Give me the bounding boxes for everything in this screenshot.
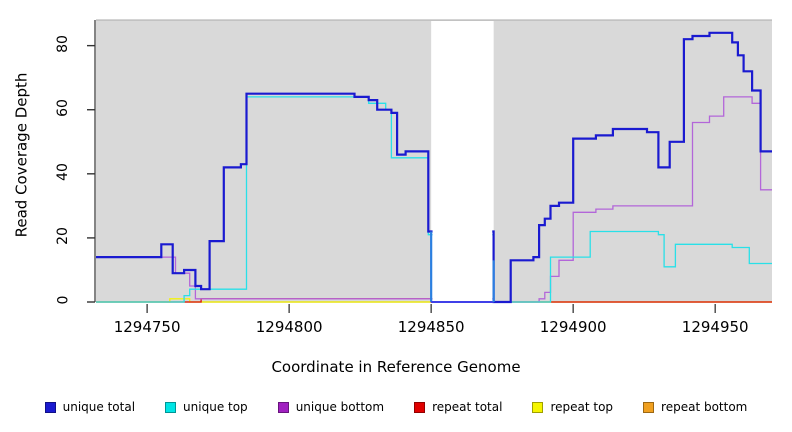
coverage-gap-mask bbox=[432, 21, 493, 301]
x-tick-label: 1294850 bbox=[397, 318, 465, 336]
legend-item-unique-top[interactable]: unique top bbox=[165, 400, 248, 414]
y-tick-label: 60 bbox=[54, 98, 71, 117]
y-tick-label: 40 bbox=[54, 162, 71, 181]
x-tick-label: 1294800 bbox=[255, 318, 323, 336]
legend-item-repeat-bottom[interactable]: repeat bottom bbox=[643, 400, 747, 414]
legend-label: repeat bottom bbox=[661, 400, 748, 414]
legend-swatch-icon bbox=[44, 401, 56, 413]
legend-item-repeat-top[interactable]: repeat top bbox=[532, 400, 613, 414]
legend-item-unique-bottom[interactable]: unique bottom bbox=[277, 400, 385, 414]
legend-item-unique-total[interactable]: unique total bbox=[44, 400, 136, 414]
y-tick-label: 0 bbox=[54, 295, 71, 305]
legend-label: repeat top bbox=[550, 400, 614, 414]
x-tick-label: 1294950 bbox=[681, 318, 749, 336]
legend-swatch-icon bbox=[165, 401, 177, 413]
y-tick-label: 20 bbox=[54, 226, 71, 245]
legend-swatch-icon bbox=[532, 401, 544, 413]
x-tick-label: 1294900 bbox=[539, 318, 607, 336]
x-axis-label: Coordinate in Reference Genome bbox=[271, 358, 521, 376]
x-tick-label: 1294750 bbox=[113, 318, 181, 336]
legend-label: unique bottom bbox=[295, 400, 385, 414]
legend-label: unique total bbox=[62, 400, 136, 414]
legend-item-repeat-total[interactable]: repeat total bbox=[414, 400, 502, 414]
legend-swatch-icon bbox=[643, 401, 655, 413]
series-line-unique-bottom bbox=[96, 96, 772, 303]
legend-swatch-icon bbox=[414, 401, 426, 413]
legend-label: repeat total bbox=[432, 400, 503, 414]
legend-swatch-icon bbox=[277, 401, 289, 413]
chart-legend: unique total unique top unique bottom repea… bbox=[0, 396, 792, 418]
legend-label: unique top bbox=[183, 400, 248, 414]
y-tick-label: 80 bbox=[54, 34, 71, 53]
